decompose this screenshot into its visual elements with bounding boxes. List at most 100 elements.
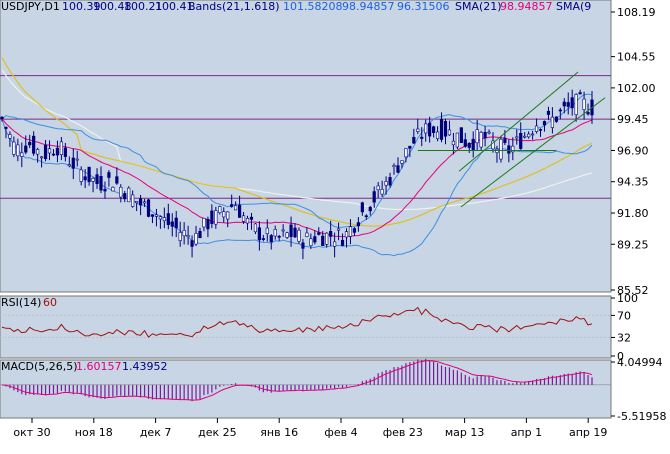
- candle-body: [511, 145, 515, 153]
- candle-body: [83, 176, 87, 181]
- candle-body: [107, 172, 111, 178]
- candle-body: [412, 136, 416, 144]
- candle-body: [71, 157, 75, 169]
- candle-body: [432, 126, 436, 133]
- candle-body: [79, 169, 83, 182]
- candle-body: [214, 210, 218, 225]
- candle-body: [261, 238, 265, 240]
- time-tick-label: мар 13: [445, 426, 485, 439]
- sma-yellow-line: [1, 57, 593, 227]
- candle-body: [138, 198, 143, 206]
- candle-body: [190, 240, 194, 247]
- rsi-value: 60: [43, 296, 57, 309]
- candle-body: [515, 136, 519, 139]
- candle-body: [503, 138, 507, 144]
- candle-body: [51, 153, 56, 156]
- rsi-tick-label: 0: [617, 350, 624, 363]
- candle-body: [396, 165, 400, 173]
- candle-body: [523, 135, 527, 138]
- candle-body: [12, 141, 16, 155]
- candle-body: [309, 238, 313, 246]
- rsi-tick-label: 100: [617, 292, 638, 305]
- candle-body: [28, 141, 32, 146]
- candle-body: [55, 147, 60, 156]
- candle-body: [39, 156, 44, 159]
- rsi-tick-label: 70: [617, 309, 631, 322]
- candle-body: [471, 138, 475, 151]
- candle-body: [538, 129, 543, 131]
- time-tick-label: дек 7: [140, 426, 172, 439]
- header-low: 100.21: [124, 0, 163, 13]
- upper-band-line: [1, 93, 593, 228]
- candle-body: [499, 138, 503, 160]
- candle-body: [301, 242, 305, 249]
- candle-body: [222, 211, 226, 218]
- candle-body: [554, 116, 558, 122]
- candle-body: [463, 139, 467, 147]
- candle-body: [519, 132, 523, 149]
- candle-body: [550, 116, 555, 128]
- candle-body: [455, 132, 459, 148]
- candle-body: [487, 131, 491, 134]
- candle-body: [408, 145, 412, 149]
- candle-body: [63, 147, 67, 157]
- candle-body: [99, 175, 103, 191]
- candle-body: [135, 201, 139, 204]
- candle-body: [574, 94, 578, 115]
- candle-body: [237, 204, 242, 218]
- rsi-plot: [0, 306, 611, 338]
- header-sma2-label: SMA(9: [556, 0, 591, 13]
- candle-body: [4, 126, 8, 129]
- candle-body: [531, 133, 535, 136]
- header-sma-value: 98.94857: [500, 0, 553, 13]
- candle-body: [166, 213, 170, 225]
- candle-body: [16, 144, 20, 157]
- candle-body: [194, 233, 198, 245]
- candle-body: [245, 218, 250, 224]
- header-bands-v2: 98.94857: [342, 0, 395, 13]
- header-symbol: USDJPY,D1: [1, 0, 60, 13]
- time-tick-label: фев 23: [383, 426, 423, 439]
- header-open: 100.39: [62, 0, 101, 13]
- channel-lower-line: [460, 97, 606, 208]
- macd-tick-label: -5.51958: [617, 410, 666, 423]
- price-axis: 108.19 104.55 102.00 99.45 96.90 94.35 91.80 89…: [611, 6, 656, 297]
- candle-body: [317, 232, 321, 235]
- candle-body: [388, 177, 392, 186]
- candle-body: [95, 174, 99, 184]
- candle-body: [289, 224, 293, 237]
- candle-body: [479, 132, 483, 148]
- candle-body: [257, 227, 261, 241]
- candle-body: [162, 217, 166, 222]
- price-tick-label: 94.35: [617, 176, 649, 189]
- macd-signal-line: [1, 360, 593, 401]
- candle-body: [111, 186, 115, 192]
- candle-body: [491, 140, 495, 150]
- candle-body: [59, 141, 63, 155]
- header-close: 100.41: [155, 0, 194, 13]
- candle-body: [67, 164, 71, 167]
- candle-body: [546, 110, 551, 115]
- candle-body: [154, 214, 159, 217]
- candle-body: [249, 216, 254, 220]
- price-tick-label: 96.90: [617, 144, 649, 157]
- candle-body: [443, 120, 448, 137]
- time-tick-label: окт 30: [13, 426, 50, 439]
- price-plot: [0, 57, 611, 260]
- header-bands-label: Bands(21,1.618): [188, 0, 280, 13]
- candle-body: [333, 241, 337, 247]
- candle-body: [435, 131, 440, 139]
- header-sma-label: SMA(21): [455, 0, 502, 13]
- candle-body: [297, 229, 301, 242]
- candle-body: [566, 102, 570, 107]
- candle-body: [146, 199, 151, 217]
- candle-body: [198, 230, 202, 239]
- price-tick-label: 102.00: [617, 82, 656, 95]
- candle-body: [336, 228, 341, 231]
- macd-tick-label: 4.04994: [617, 356, 663, 369]
- candle-body: [170, 221, 174, 227]
- macd-value-1: 1.60157: [76, 360, 122, 373]
- header-bands-v1: 101.58208: [283, 0, 343, 13]
- candle-body: [507, 145, 511, 154]
- candle-body: [43, 144, 48, 160]
